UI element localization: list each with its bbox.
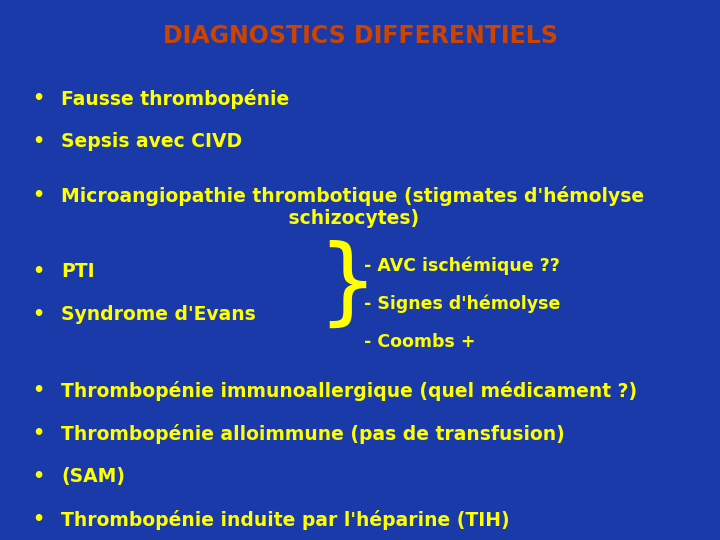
Text: DIAGNOSTICS DIFFERENTIELS: DIAGNOSTICS DIFFERENTIELS (163, 24, 557, 48)
Text: •: • (32, 467, 45, 486)
Text: - Signes d'hémolyse: - Signes d'hémolyse (364, 294, 560, 313)
Text: Sepsis avec CIVD: Sepsis avec CIVD (61, 132, 243, 151)
Text: Microangiopathie thrombotique (stigmates d'hémolyse
                            : Microangiopathie thrombotique (stigmates… (61, 186, 644, 228)
Text: - AVC ischémique ??: - AVC ischémique ?? (364, 256, 559, 275)
Text: •: • (32, 89, 45, 108)
Text: (SAM): (SAM) (61, 467, 125, 486)
Text: - Coombs +: - Coombs + (364, 333, 475, 351)
Text: Thrombopénie induite par l'héparine (TIH): Thrombopénie induite par l'héparine (TIH… (61, 510, 510, 530)
Text: •: • (32, 381, 45, 400)
Text: Syndrome d'Evans: Syndrome d'Evans (61, 305, 256, 324)
Text: •: • (32, 510, 45, 529)
Text: •: • (32, 262, 45, 281)
Text: •: • (32, 186, 45, 205)
Text: Thrombopénie immunoallergique (quel médicament ?): Thrombopénie immunoallergique (quel médi… (61, 381, 637, 401)
Text: •: • (32, 305, 45, 324)
Text: Thrombopénie alloimmune (pas de transfusion): Thrombopénie alloimmune (pas de transfus… (61, 424, 565, 444)
Text: }: } (318, 240, 378, 332)
Text: •: • (32, 132, 45, 151)
Text: PTI: PTI (61, 262, 95, 281)
Text: Fausse thrombopénie: Fausse thrombopénie (61, 89, 289, 109)
Text: •: • (32, 424, 45, 443)
